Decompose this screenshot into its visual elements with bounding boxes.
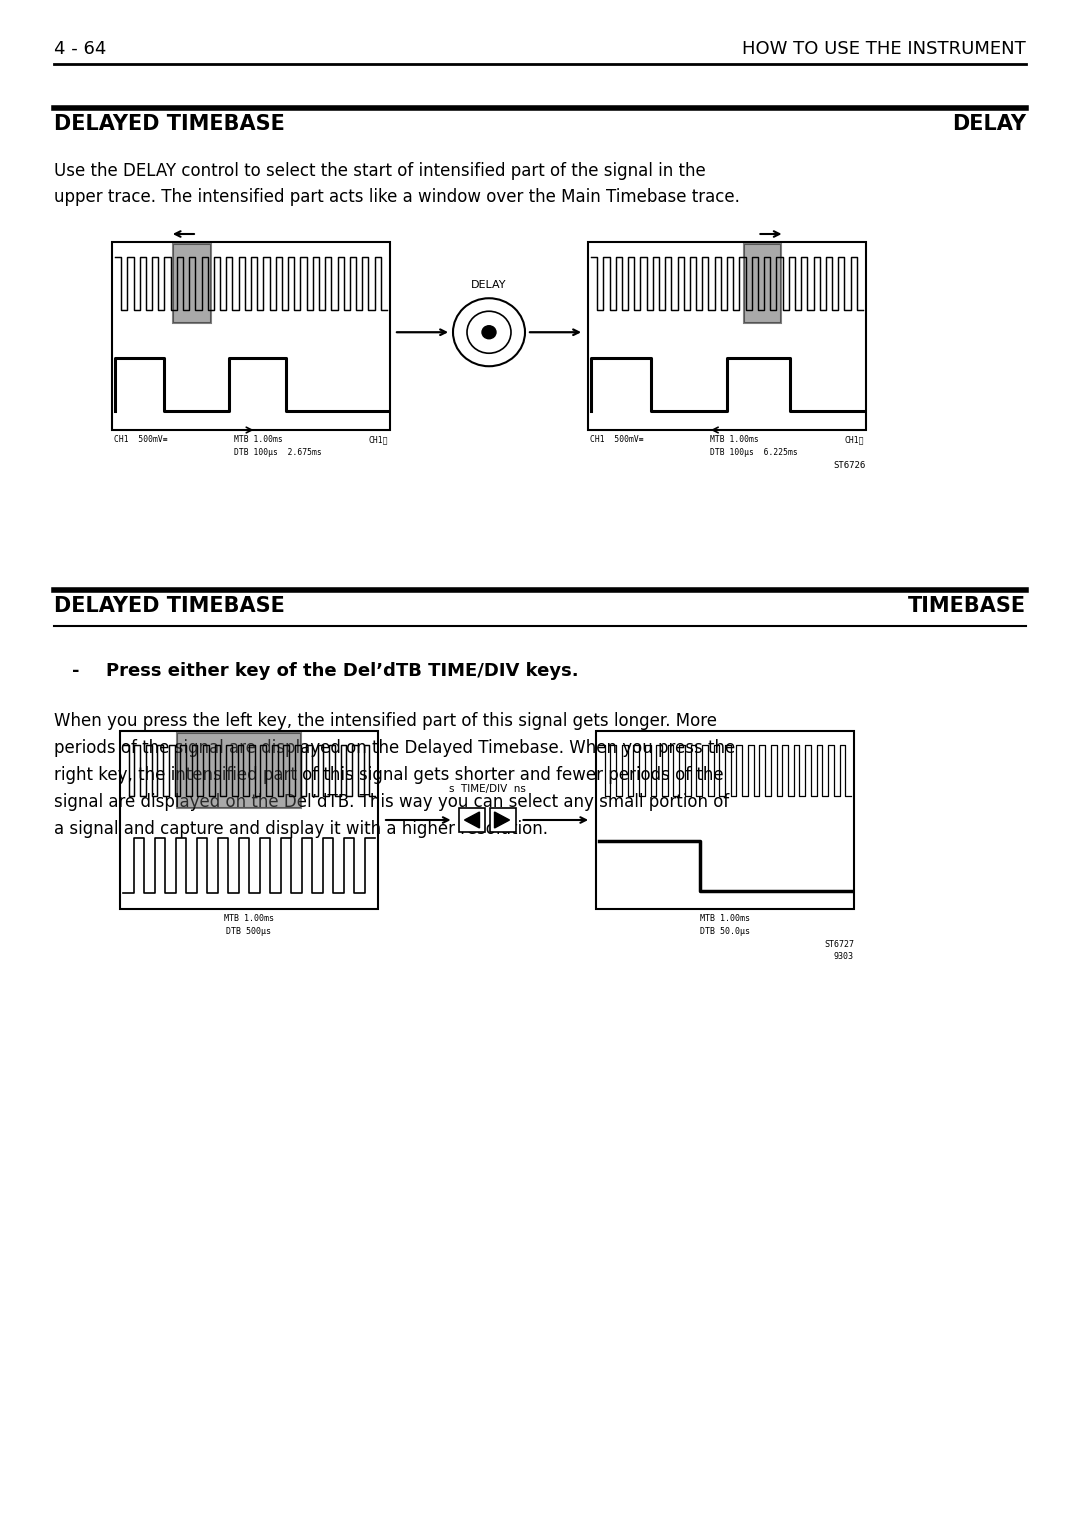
Text: When you press the left key, the intensified part of this signal gets longer. Mo: When you press the left key, the intensi…: [54, 713, 717, 729]
Text: CH1⏷: CH1⏷: [368, 434, 388, 443]
Text: MTB 1.00ms: MTB 1.00ms: [234, 434, 283, 443]
Text: Use the DELAY control to select the start of intensified part of the signal in t: Use the DELAY control to select the star…: [54, 162, 705, 180]
Text: DELAY: DELAY: [951, 115, 1026, 135]
Text: MTB 1.00ms: MTB 1.00ms: [711, 434, 759, 443]
Text: Press either key of the Del’dTB TIME/DIV keys.: Press either key of the Del’dTB TIME/DIV…: [106, 662, 579, 680]
Ellipse shape: [467, 312, 511, 353]
Bar: [489, 807, 515, 832]
Bar: [120, 731, 378, 910]
Text: DELAY: DELAY: [471, 280, 507, 291]
Text: right key, the intensified part of this signal gets shorter and fewer periods of: right key, the intensified part of this …: [54, 766, 724, 784]
Text: a signal and capture and display it with a higher resolution.: a signal and capture and display it with…: [54, 820, 548, 838]
Text: 4 - 64: 4 - 64: [54, 40, 106, 58]
Text: ST6726: ST6726: [834, 462, 866, 469]
Text: s  TIME/DIV  ns: s TIME/DIV ns: [448, 784, 526, 794]
Bar: [588, 242, 866, 430]
Polygon shape: [464, 812, 480, 829]
Bar: [459, 807, 485, 832]
Text: periods of the signal are displayed on the Delayed Timebase. When you press the: periods of the signal are displayed on t…: [54, 739, 735, 757]
Text: DTB 500μs: DTB 500μs: [227, 927, 271, 936]
Text: MTB 1.00ms: MTB 1.00ms: [700, 914, 750, 924]
Text: upper trace. The intensified part acts like a window over the Main Timebase trac: upper trace. The intensified part acts l…: [54, 188, 740, 206]
Text: DELAYED TIMEBASE: DELAYED TIMEBASE: [54, 596, 285, 616]
Bar: [177, 732, 300, 807]
Text: 9303: 9303: [834, 953, 854, 962]
Text: ST6727: ST6727: [824, 940, 854, 950]
Bar: [744, 245, 781, 323]
Text: DELAYED TIMEBASE: DELAYED TIMEBASE: [54, 115, 285, 135]
Text: -: -: [72, 662, 80, 680]
Text: CH1⏷: CH1⏷: [845, 434, 864, 443]
Polygon shape: [495, 812, 510, 829]
Bar: [596, 731, 854, 910]
Text: CH1  500mV≡: CH1 500mV≡: [114, 434, 167, 443]
Ellipse shape: [453, 298, 525, 367]
Text: DTB 100μs  6.225ms: DTB 100μs 6.225ms: [711, 448, 798, 457]
Bar: [112, 242, 390, 430]
Ellipse shape: [482, 326, 496, 339]
Bar: [173, 245, 211, 323]
Text: CH1  500mV≡: CH1 500mV≡: [590, 434, 644, 443]
Text: DTB 50.0μs: DTB 50.0μs: [700, 927, 750, 936]
Text: signal are displayed on the Del’dTB. This way you can select any small portion o: signal are displayed on the Del’dTB. Thi…: [54, 794, 729, 810]
Text: DTB 100μs  2.675ms: DTB 100μs 2.675ms: [234, 448, 322, 457]
Text: TIMEBASE: TIMEBASE: [908, 596, 1026, 616]
Text: MTB 1.00ms: MTB 1.00ms: [224, 914, 274, 924]
Text: HOW TO USE THE INSTRUMENT: HOW TO USE THE INSTRUMENT: [742, 40, 1026, 58]
